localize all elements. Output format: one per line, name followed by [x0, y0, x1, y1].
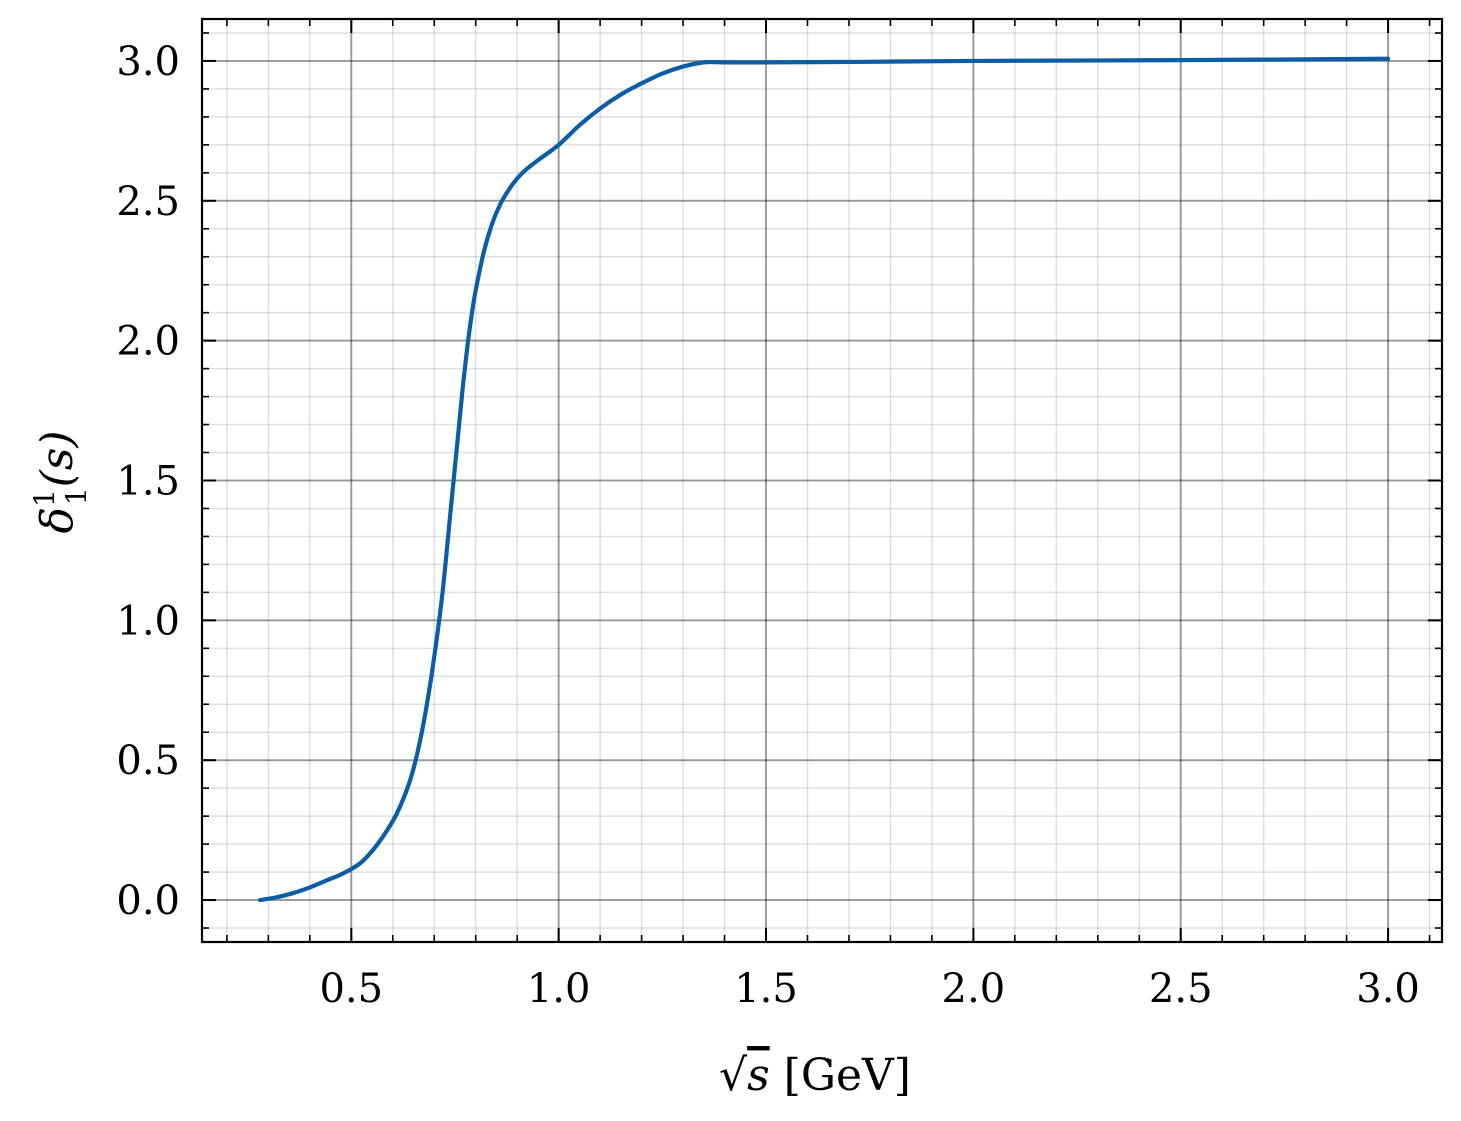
series-line [257, 56, 1391, 903]
x-tick-label: 2.0 [942, 966, 1006, 1012]
major-grid [202, 19, 1442, 942]
y-tick-label: 0.0 [116, 878, 180, 924]
x-tick-label: 3.0 [1356, 966, 1420, 1012]
y-tick-label: 0.5 [116, 738, 180, 784]
y-tick-label: 1.0 [116, 598, 180, 644]
x-tick-label: 1.5 [734, 966, 798, 1012]
x-tick-label: 1.0 [527, 966, 591, 1012]
x-tick-label: 2.5 [1149, 966, 1213, 1012]
x-axis-label-unit: [GeV] [770, 1050, 911, 1101]
x-tick-label: 0.5 [319, 966, 383, 1012]
axis-ticks [202, 19, 1442, 942]
y-axis-label-arg: (s) [32, 430, 83, 487]
x-axis-label-sqrt: √ [719, 1050, 748, 1101]
x-axis-label-var: s [747, 1050, 770, 1101]
minor-grid [202, 19, 1442, 942]
tick-labels: 0.5 1.0 1.5 2.0 2.5 3.0 0.0 0.5 1.0 1.5 2.0 2.5 3.0 [116, 39, 1420, 1012]
y-axis-label: δ11(s) [28, 430, 93, 533]
y-tick-label: 2.5 [116, 179, 180, 225]
y-tick-label: 1.5 [116, 459, 180, 505]
y-axis-label-delta: δ [32, 507, 83, 534]
y-tick-label: 3.0 [116, 39, 180, 85]
y-axis-label-sub: 1 [60, 487, 93, 505]
y-tick-label: 2.0 [116, 319, 180, 365]
x-axis-label: √s [GeV] [719, 1050, 911, 1101]
y-axis-label-sup: 1 [28, 489, 61, 507]
